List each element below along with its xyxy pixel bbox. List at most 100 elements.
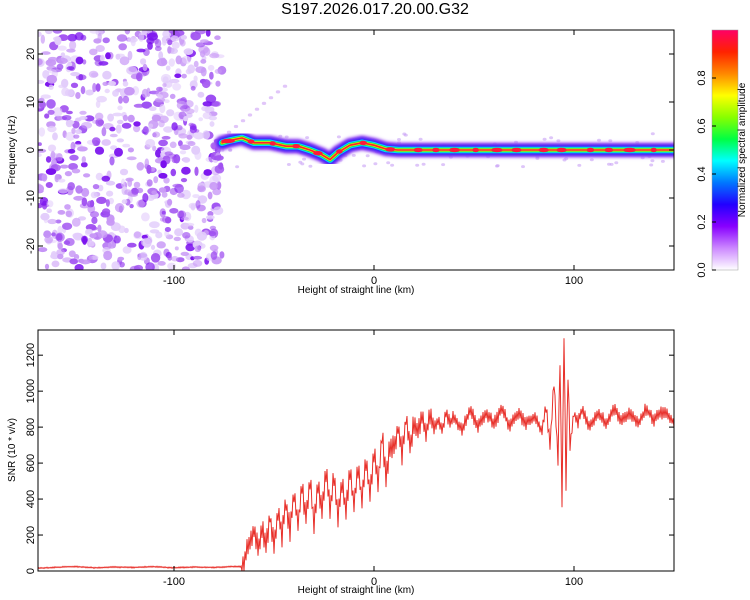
noise-blob: [64, 171, 72, 177]
snr-line: [38, 338, 674, 571]
noise-blob: [159, 103, 166, 114]
noise-speck: [362, 164, 367, 168]
noise-blob: [176, 125, 183, 131]
noise-speck: [549, 136, 554, 140]
noise-blob: [39, 197, 49, 206]
noise-speck: [521, 165, 525, 169]
ridge-peak: [413, 147, 423, 153]
noise-streak: [268, 96, 274, 100]
ridge-peak: [511, 147, 522, 153]
noise-speck: [415, 163, 420, 167]
noise-speck: [589, 158, 594, 162]
noise-blob: [79, 259, 91, 265]
snr-xtick-label: 0: [371, 576, 377, 588]
noise-blob: [61, 87, 70, 97]
snr-ytick-label: 200: [25, 526, 37, 544]
noise-blob: [104, 88, 110, 94]
noise-blob: [102, 37, 110, 44]
ridge-peak: [604, 147, 614, 153]
noise-speck: [397, 138, 401, 141]
noise-blob: [101, 175, 111, 182]
noise-blob: [65, 210, 73, 217]
noise-blob: [158, 172, 168, 179]
noise-blob: [178, 133, 188, 139]
ridge-peak: [472, 147, 480, 153]
noise-blob: [192, 259, 203, 267]
colorbar-label: Normalized spectral amplitude: [737, 82, 748, 217]
noise-blob: [57, 45, 67, 51]
noise-blob: [105, 52, 111, 60]
noise-blob: [97, 119, 105, 126]
noise-blob: [50, 253, 60, 260]
noise-blob: [125, 177, 134, 182]
noise-blob: [120, 178, 126, 188]
noise-blob: [57, 178, 66, 183]
noise-blob: [57, 225, 63, 235]
noise-blob: [133, 103, 145, 108]
noise-blob: [58, 188, 69, 194]
noise-blob: [141, 88, 149, 98]
noise-blob: [122, 80, 129, 87]
noise-blob: [103, 250, 113, 261]
noise-blob: [116, 34, 128, 42]
noise-speck: [542, 137, 547, 141]
noise-blob: [136, 72, 143, 82]
noise-blob: [105, 199, 110, 207]
noise-speck: [300, 162, 305, 166]
noise-blob: [167, 46, 172, 54]
noise-blob: [90, 255, 99, 260]
noise-blob: [121, 199, 128, 205]
noise-blob: [180, 178, 188, 183]
noise-blob: [148, 106, 157, 111]
noise-blob: [68, 163, 78, 170]
noise-blob: [122, 114, 128, 122]
noise-blob: [161, 191, 168, 198]
noise-blob: [69, 40, 77, 50]
noise-blob: [192, 255, 203, 260]
spectrogram-xtick-label: 0: [371, 275, 377, 287]
noise-blob: [81, 156, 87, 163]
noise-blob: [201, 217, 207, 224]
noise-blob: [41, 51, 51, 55]
noise-blob: [88, 70, 99, 78]
colorbar: 0.0 0.2 0.4 0.6 0.8 Normalized spectral ampl…: [696, 29, 748, 278]
noise-speck: [660, 159, 665, 163]
noise-blob: [181, 166, 191, 175]
noise-blob: [112, 89, 119, 97]
noise-blob: [72, 232, 83, 239]
noise-blob: [209, 53, 220, 59]
noise-blob: [73, 195, 84, 201]
noise-blob: [92, 82, 97, 93]
noise-blob: [75, 129, 82, 135]
noise-blob: [119, 168, 129, 176]
noise-blob: [170, 168, 177, 177]
noise-blob: [199, 50, 206, 58]
snr-xlabel: Height of straight line (km): [298, 585, 415, 596]
noise-streak: [233, 124, 239, 129]
noise-streak: [254, 107, 260, 111]
noise-blob: [45, 156, 52, 163]
noise-speck: [597, 138, 601, 142]
noise-blob: [44, 113, 50, 119]
spectrogram-ylabel: Frequency (Hz): [7, 116, 18, 185]
noise-blob: [210, 251, 218, 260]
noise-blob: [181, 55, 192, 64]
noise-blob: [102, 70, 112, 80]
noise-blob: [179, 150, 187, 155]
noise-blob: [75, 92, 81, 99]
noise-speck: [556, 139, 561, 143]
noise-speck: [308, 164, 313, 168]
noise-blob: [169, 93, 176, 99]
noise-blob: [38, 58, 43, 66]
noise-streak: [261, 101, 267, 105]
noise-blob: [162, 76, 169, 84]
noise-blob: [198, 117, 203, 122]
noise-blob: [40, 94, 51, 99]
noise-speck: [495, 164, 499, 168]
noise-blob: [95, 112, 104, 121]
noise-blob: [171, 122, 178, 131]
noise-blob: [81, 197, 88, 207]
noise-blob: [183, 48, 194, 55]
noise-blob: [163, 126, 174, 133]
